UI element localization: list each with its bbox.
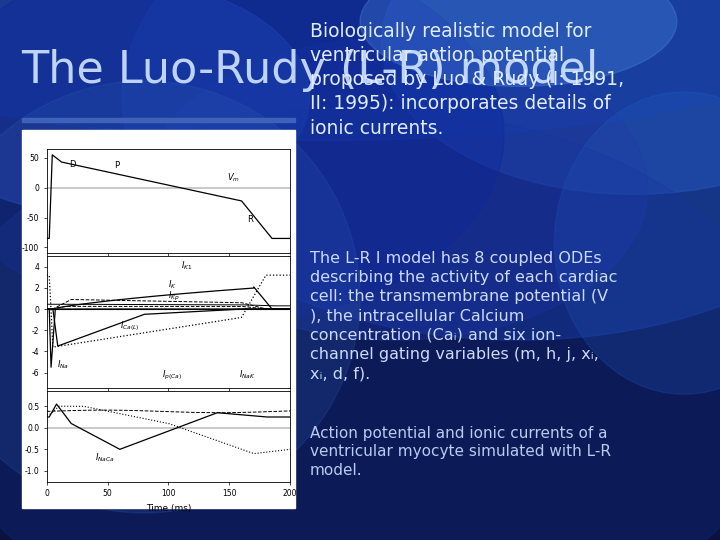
Text: $I_{Na}$: $I_{Na}$ — [57, 358, 68, 371]
Text: $V_m$: $V_m$ — [227, 172, 240, 184]
Text: $I_K$: $I_K$ — [168, 279, 177, 292]
Ellipse shape — [382, 0, 720, 194]
X-axis label: Time (ms): Time (ms) — [145, 504, 192, 513]
Text: $I_{p(Ca)}$: $I_{p(Ca)}$ — [163, 369, 182, 382]
Bar — [22, 118, 295, 122]
Text: The Luo-Rudy (L-R) model: The Luo-Rudy (L-R) model — [22, 49, 599, 92]
Ellipse shape — [0, 108, 720, 540]
Ellipse shape — [144, 38, 648, 340]
Text: $I_{K1}$: $I_{K1}$ — [181, 260, 192, 272]
Ellipse shape — [0, 0, 504, 324]
Text: $I_{Kp}$: $I_{Kp}$ — [168, 290, 180, 303]
Text: Action potential and ionic currents of a
ventricular myocyte simulated with L-R
: Action potential and ionic currents of a… — [310, 426, 611, 478]
Text: R: R — [248, 215, 253, 224]
Bar — [22, 130, 295, 508]
Ellipse shape — [554, 92, 720, 394]
Ellipse shape — [360, 0, 677, 86]
Text: $I_{NaK}$: $I_{NaK}$ — [239, 369, 256, 381]
Text: The L-R I model has 8 coupled ODEs
describing the activity of each cardiac
cell:: The L-R I model has 8 coupled ODEs descr… — [310, 251, 617, 381]
Ellipse shape — [0, 0, 720, 140]
Ellipse shape — [0, 81, 360, 513]
Ellipse shape — [122, 0, 720, 340]
Text: $I_{NaCa}$: $I_{NaCa}$ — [96, 451, 115, 464]
Text: D: D — [68, 160, 75, 169]
Text: P: P — [114, 161, 119, 170]
Text: Biologically realistic model for
ventricular action potential
proposed by Luo & : Biologically realistic model for ventric… — [310, 22, 624, 138]
Ellipse shape — [0, 0, 310, 216]
Text: $I_{Ca(L)}$: $I_{Ca(L)}$ — [120, 319, 140, 333]
